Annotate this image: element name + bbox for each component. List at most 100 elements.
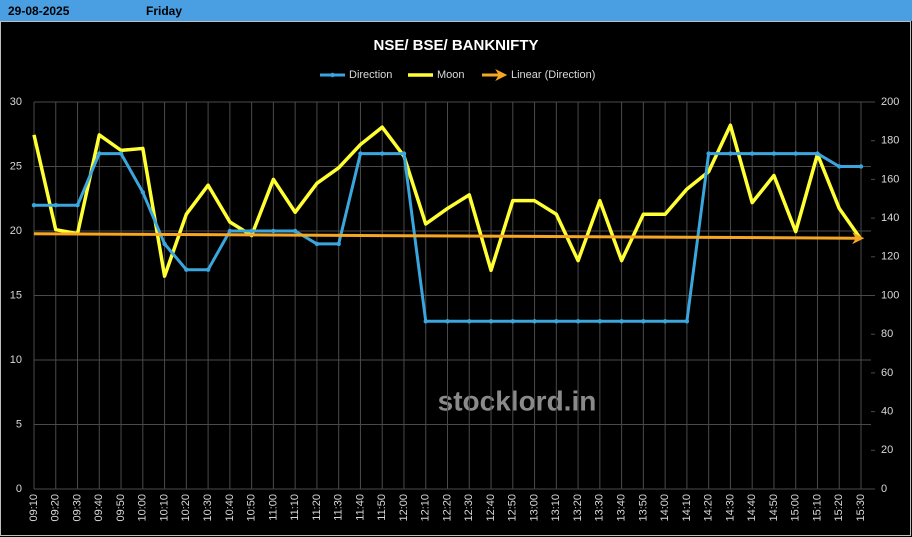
x-tick-label: 13:20: [572, 494, 584, 522]
point: [706, 151, 711, 156]
y2-tick-label: 100: [881, 289, 899, 301]
x-tick-label: 12:10: [420, 494, 432, 522]
point: [467, 319, 472, 324]
x-tick-label: 13:50: [637, 494, 649, 522]
header-date: 29-08-2025: [8, 4, 70, 18]
x-tick-label: 11:50: [376, 494, 388, 521]
x-tick-label: 10:50: [246, 494, 258, 522]
x-tick-label: 11:20: [311, 494, 323, 521]
point: [205, 267, 211, 272]
y2-tick-label: 20: [881, 444, 893, 456]
point: [358, 151, 363, 156]
x-tick-label: 12:50: [507, 494, 519, 522]
point: [510, 319, 515, 324]
point: [749, 151, 755, 156]
x-tick-label: 09:10: [28, 494, 40, 522]
x-tick-label: 15:00: [790, 494, 802, 522]
point: [75, 203, 80, 208]
legend-marker: [330, 72, 335, 78]
x-tick-label: 15:20: [833, 494, 845, 522]
point: [271, 228, 276, 234]
y2-tick-label: 0: [881, 483, 887, 495]
point: [793, 151, 798, 156]
y-tick-label: 0: [16, 483, 22, 495]
trendline: [33, 232, 865, 245]
point: [249, 228, 254, 234]
point: [97, 151, 102, 156]
point: [53, 203, 58, 208]
point: [728, 151, 733, 156]
y-tick-label: 10: [10, 354, 22, 366]
point: [815, 151, 820, 156]
legend-label: Moon: [437, 69, 465, 81]
y-tick-label: 25: [10, 160, 22, 172]
x-tick-label: 15:30: [855, 494, 867, 522]
x-tick-label: 13:40: [616, 494, 628, 522]
point: [684, 319, 690, 324]
point: [162, 241, 167, 247]
x-tick-label: 09:40: [93, 494, 105, 522]
x-tick-label: 14:10: [681, 494, 693, 522]
point: [184, 267, 189, 272]
x-tick-label: 15:10: [811, 494, 823, 522]
point: [401, 151, 407, 156]
y2-tick-label: 40: [881, 406, 893, 418]
x-tick-label: 11:40: [354, 494, 366, 521]
y-tick-label: 30: [10, 96, 22, 108]
x-tick-label: 12:30: [463, 494, 475, 522]
point: [118, 151, 124, 156]
watermark: stocklord.in: [438, 385, 597, 416]
header-bar: [0, 0, 912, 21]
series-line: [32, 123, 863, 278]
x-tick-label: 10:40: [224, 494, 236, 522]
y2-tick-label: 120: [881, 251, 899, 263]
x-tick-label: 12:20: [441, 494, 453, 522]
x-tick-label: 10:20: [180, 494, 192, 522]
x-tick-label: 14:40: [746, 494, 758, 522]
point: [336, 241, 341, 247]
y2-tick-label: 200: [881, 96, 899, 108]
point: [227, 228, 233, 234]
point: [837, 164, 842, 169]
y2-tick-label: 180: [881, 135, 899, 147]
x-tick-label: 14:20: [703, 494, 715, 522]
point: [380, 151, 385, 156]
point: [554, 319, 559, 324]
chart-title: NSE/ BSE/ BANKNIFTY: [373, 37, 538, 54]
y-tick-label: 5: [16, 418, 22, 430]
point: [445, 319, 450, 324]
point: [532, 319, 537, 324]
x-tick-label: 10:30: [202, 494, 214, 522]
x-tick-label: 09:50: [115, 494, 127, 522]
x-tick-label: 11:10: [289, 494, 301, 521]
y2-tick-label: 60: [881, 367, 893, 379]
x-tick-label: 14:50: [768, 494, 780, 522]
point: [641, 319, 646, 324]
point: [292, 228, 298, 234]
legend-label: Direction: [349, 69, 392, 81]
y2-tick-label: 140: [881, 212, 899, 224]
point: [488, 319, 494, 324]
x-tick-label: 14:30: [724, 494, 736, 522]
point: [423, 319, 428, 324]
point: [140, 190, 146, 195]
point: [662, 319, 668, 324]
x-tick-label: 13:30: [594, 494, 606, 522]
x-tick-label: 11:30: [333, 494, 345, 521]
x-tick-label: 10:10: [158, 494, 170, 522]
x-tick-label: 09:20: [50, 494, 62, 522]
point: [858, 164, 864, 169]
point: [619, 319, 624, 324]
y2-tick-label: 80: [881, 328, 893, 340]
y2-tick-label: 160: [881, 173, 899, 185]
y-tick-label: 20: [10, 225, 22, 237]
y-tick-label: 15: [10, 289, 22, 301]
point: [314, 241, 320, 247]
chart-border: [0, 21, 911, 536]
point: [771, 151, 777, 156]
x-tick-label: 13:00: [528, 494, 540, 522]
x-tick-label: 14:00: [659, 494, 671, 522]
point: [597, 319, 603, 324]
